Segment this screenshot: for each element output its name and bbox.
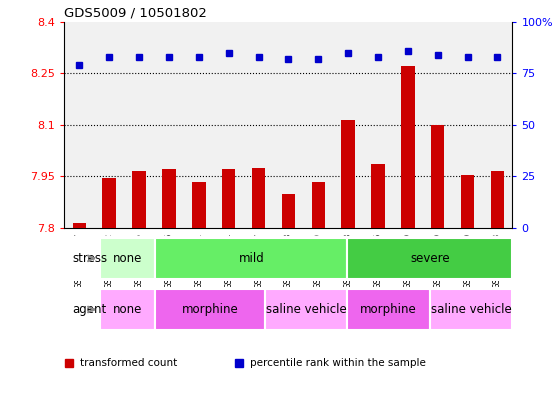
Text: transformed count: transformed count bbox=[80, 358, 178, 368]
Text: severe: severe bbox=[410, 252, 450, 265]
Bar bbox=[155, 289, 265, 330]
Text: mild: mild bbox=[239, 252, 264, 265]
Text: GDS5009 / 10501802: GDS5009 / 10501802 bbox=[64, 6, 207, 19]
Text: morphine: morphine bbox=[181, 303, 239, 316]
Bar bbox=[423, 22, 452, 228]
Bar bbox=[154, 22, 184, 228]
Bar bbox=[452, 22, 483, 228]
Bar bbox=[132, 171, 146, 228]
Bar bbox=[102, 178, 116, 228]
Bar bbox=[483, 22, 512, 228]
Bar bbox=[348, 238, 512, 279]
Bar bbox=[73, 223, 86, 228]
Bar bbox=[348, 289, 430, 330]
Text: saline vehicle: saline vehicle bbox=[431, 303, 511, 316]
Text: none: none bbox=[113, 303, 142, 316]
Bar bbox=[363, 22, 393, 228]
Bar bbox=[431, 125, 445, 228]
Bar bbox=[401, 66, 414, 228]
Bar bbox=[265, 289, 348, 330]
Bar bbox=[304, 22, 333, 228]
Bar bbox=[342, 119, 355, 228]
Bar bbox=[124, 22, 154, 228]
Bar bbox=[100, 289, 155, 330]
Bar bbox=[252, 168, 265, 228]
Text: stress: stress bbox=[73, 252, 108, 265]
Text: agent: agent bbox=[73, 303, 107, 316]
Bar bbox=[184, 22, 214, 228]
Bar bbox=[155, 238, 348, 279]
Bar bbox=[311, 182, 325, 228]
Bar bbox=[393, 22, 423, 228]
Text: none: none bbox=[113, 252, 142, 265]
Bar bbox=[333, 22, 363, 228]
Bar bbox=[64, 22, 94, 228]
Text: saline vehicle: saline vehicle bbox=[266, 303, 347, 316]
Bar bbox=[430, 289, 512, 330]
Bar bbox=[371, 164, 385, 228]
Bar bbox=[162, 169, 176, 228]
Bar bbox=[214, 22, 244, 228]
Bar bbox=[461, 174, 474, 228]
Bar bbox=[222, 169, 235, 228]
Bar bbox=[273, 22, 304, 228]
Bar bbox=[100, 238, 155, 279]
Bar bbox=[244, 22, 273, 228]
Text: percentile rank within the sample: percentile rank within the sample bbox=[250, 358, 426, 368]
Text: morphine: morphine bbox=[360, 303, 417, 316]
Bar bbox=[491, 171, 504, 228]
Bar bbox=[94, 22, 124, 228]
Bar bbox=[282, 193, 295, 228]
Bar bbox=[192, 182, 206, 228]
